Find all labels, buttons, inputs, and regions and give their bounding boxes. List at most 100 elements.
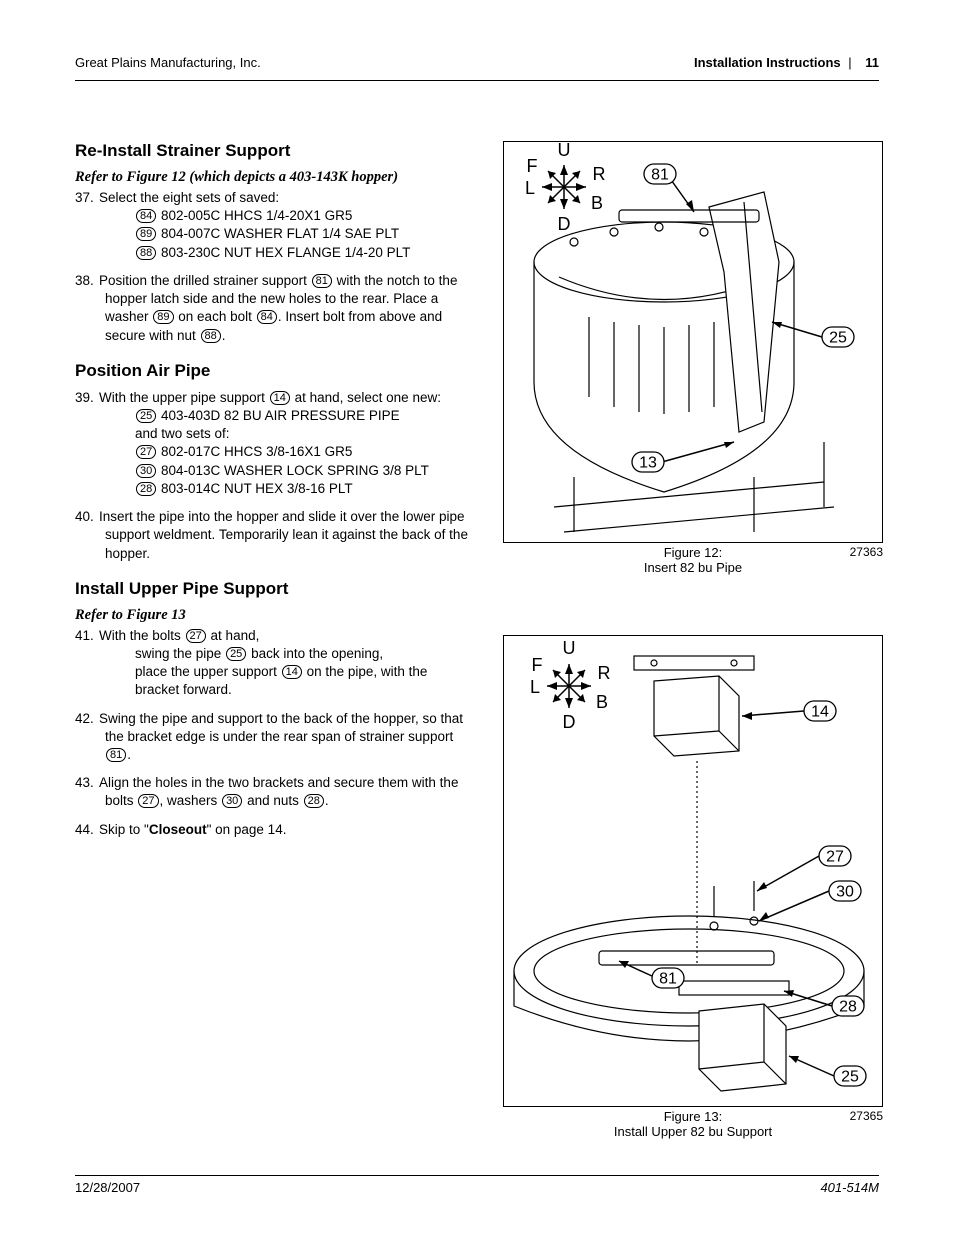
heading-upper-support: Install Upper Pipe Support (75, 579, 475, 599)
ref-bubble: 30 (222, 794, 242, 808)
ref-bubble: 81 (106, 748, 126, 762)
t: , washers (160, 793, 222, 808)
step-38: 38.Position the drilled strainer support… (75, 272, 475, 345)
ref-bubble: 27 (138, 794, 158, 808)
header-company: Great Plains Manufacturing, Inc. (75, 55, 261, 70)
part-line: 25 403-403D 82 BU AIR PRESSURE PIPE (105, 407, 475, 425)
figure-13-box: U D L R F B (503, 635, 883, 1107)
part-desc: 804-013C WASHER LOCK SPRING 3/8 PLT (161, 463, 429, 478)
page: Great Plains Manufacturing, Inc. Install… (0, 0, 954, 1235)
header-sep: | (848, 55, 851, 70)
callout-label: 30 (836, 884, 854, 901)
t: place the upper support (135, 664, 281, 679)
heading-airpipe: Position Air Pipe (75, 361, 475, 381)
part-desc: 804-007C WASHER FLAT 1/4 SAE PLT (161, 226, 399, 241)
page-header: Great Plains Manufacturing, Inc. Install… (75, 55, 879, 78)
t: and nuts (243, 793, 302, 808)
heading-strainer: Re-Install Strainer Support (75, 141, 475, 161)
ref-bubble: 14 (270, 391, 290, 405)
step-41: 41.With the bolts 27 at hand, swing the … (75, 627, 475, 700)
compass-b: B (596, 692, 608, 712)
ref-bubble: 28 (136, 482, 156, 496)
step-44: 44.Skip to "Closeout" on page 14. (75, 821, 475, 839)
ref-bubble: 25 (226, 647, 246, 661)
part-line: 28 803-014C NUT HEX 3/8-16 PLT (105, 480, 475, 498)
t: Swing the pipe and support to the back o… (99, 711, 463, 744)
compass-d: D (558, 214, 571, 234)
ref-bubble: 27 (186, 629, 206, 643)
t: swing the pipe (135, 646, 225, 661)
page-number: 11 (865, 55, 879, 70)
step-39: 39.With the upper pipe support 14 at han… (75, 389, 475, 498)
ref-bubble: 84 (136, 209, 156, 223)
ref-bubble: 25 (136, 409, 156, 423)
footer-date: 12/28/2007 (75, 1180, 140, 1195)
callout-label: 81 (651, 167, 669, 184)
figure-label: Figure 12: (664, 545, 723, 560)
figure-imgid: 27363 (850, 545, 883, 559)
step-num: 44. (75, 821, 99, 839)
compass-r: R (598, 663, 611, 683)
t: Position the drilled strainer support (99, 273, 311, 288)
step-num: 41. (75, 627, 99, 645)
figure-12-box: U D L R F B (503, 141, 883, 543)
part-desc: 802-017C HHCS 3/8-16X1 GR5 (161, 444, 352, 459)
step-37: 37.Select the eight sets of saved: 84 80… (75, 189, 475, 262)
callout-label: 28 (839, 999, 857, 1016)
callout-label: 13 (639, 455, 657, 472)
header-rule (75, 80, 879, 81)
section-strainer: Re-Install Strainer Support Refer to Fig… (75, 141, 475, 345)
step-num: 43. (75, 774, 99, 792)
figure-column: U D L R F B (503, 141, 883, 1199)
compass-u: U (558, 142, 571, 160)
callout-label: 25 (841, 1069, 859, 1086)
content-columns: Re-Install Strainer Support Refer to Fig… (75, 141, 879, 1199)
compass-d: D (563, 712, 576, 732)
hopper-drawing (534, 192, 834, 532)
t: " on page 14. (207, 822, 287, 837)
figure-imgid: 27365 (850, 1109, 883, 1123)
part-line: 89 804-007C WASHER FLAT 1/4 SAE PLT (105, 225, 475, 243)
line: place the upper support 14 on the pipe, … (105, 663, 475, 699)
ref-bubble: 28 (304, 794, 324, 808)
step-42: 42.Swing the pipe and support to the bac… (75, 710, 475, 765)
callout-label: 27 (826, 849, 844, 866)
part-line: 27 802-017C HHCS 3/8-16X1 GR5 (105, 443, 475, 461)
compass-u: U (563, 638, 576, 658)
step-num: 38. (75, 272, 99, 290)
ref-bubble: 89 (153, 310, 173, 324)
steps-list-3: 41.With the bolts 27 at hand, swing the … (75, 627, 475, 839)
text-column: Re-Install Strainer Support Refer to Fig… (75, 141, 475, 1199)
closeout-ref: Closeout (149, 822, 207, 837)
figure-13-wrap: U D L R F B (503, 635, 883, 1139)
figure-12-wrap: U D L R F B (503, 141, 883, 575)
ref-bubble: 14 (282, 665, 302, 679)
part-line: 88 803-230C NUT HEX FLANGE 1/4-20 PLT (105, 244, 475, 262)
ref-bubble: 27 (136, 445, 156, 459)
figure-12-svg: U D L R F B (504, 142, 880, 542)
ref-bubble: 81 (312, 274, 332, 288)
part-line: 84 802-005C HHCS 1/4-20X1 GR5 (105, 207, 475, 225)
t: . (222, 328, 226, 343)
callout-label: 25 (829, 330, 847, 347)
figure-caption-text: Install Upper 82 bu Support (614, 1124, 772, 1139)
step-num: 37. (75, 189, 99, 207)
step-text: Select the eight sets of saved: (99, 190, 279, 205)
compass-r: R (593, 164, 606, 184)
page-footer: 12/28/2007 401-514M (75, 1175, 879, 1195)
callout-30: 30 (759, 881, 861, 921)
figure-label: Figure 13: (664, 1109, 723, 1124)
step-num: 42. (75, 710, 99, 728)
ref-bubble: 84 (257, 310, 277, 324)
part-desc: 802-005C HHCS 1/4-20X1 GR5 (161, 208, 352, 223)
t: at hand, select one new: (291, 390, 441, 405)
line: swing the pipe 25 back into the opening, (105, 645, 475, 663)
ref-bubble: 88 (201, 329, 221, 343)
compass-l: L (525, 178, 535, 198)
t: With the bolts (99, 628, 185, 643)
part-desc: 803-230C NUT HEX FLANGE 1/4-20 PLT (161, 245, 410, 260)
header-right: Installation Instructions | 11 (694, 55, 879, 70)
figref-13: Refer to Figure 13 (75, 607, 475, 624)
part-subtext: and two sets of: (105, 425, 475, 443)
compass-b: B (591, 193, 603, 213)
